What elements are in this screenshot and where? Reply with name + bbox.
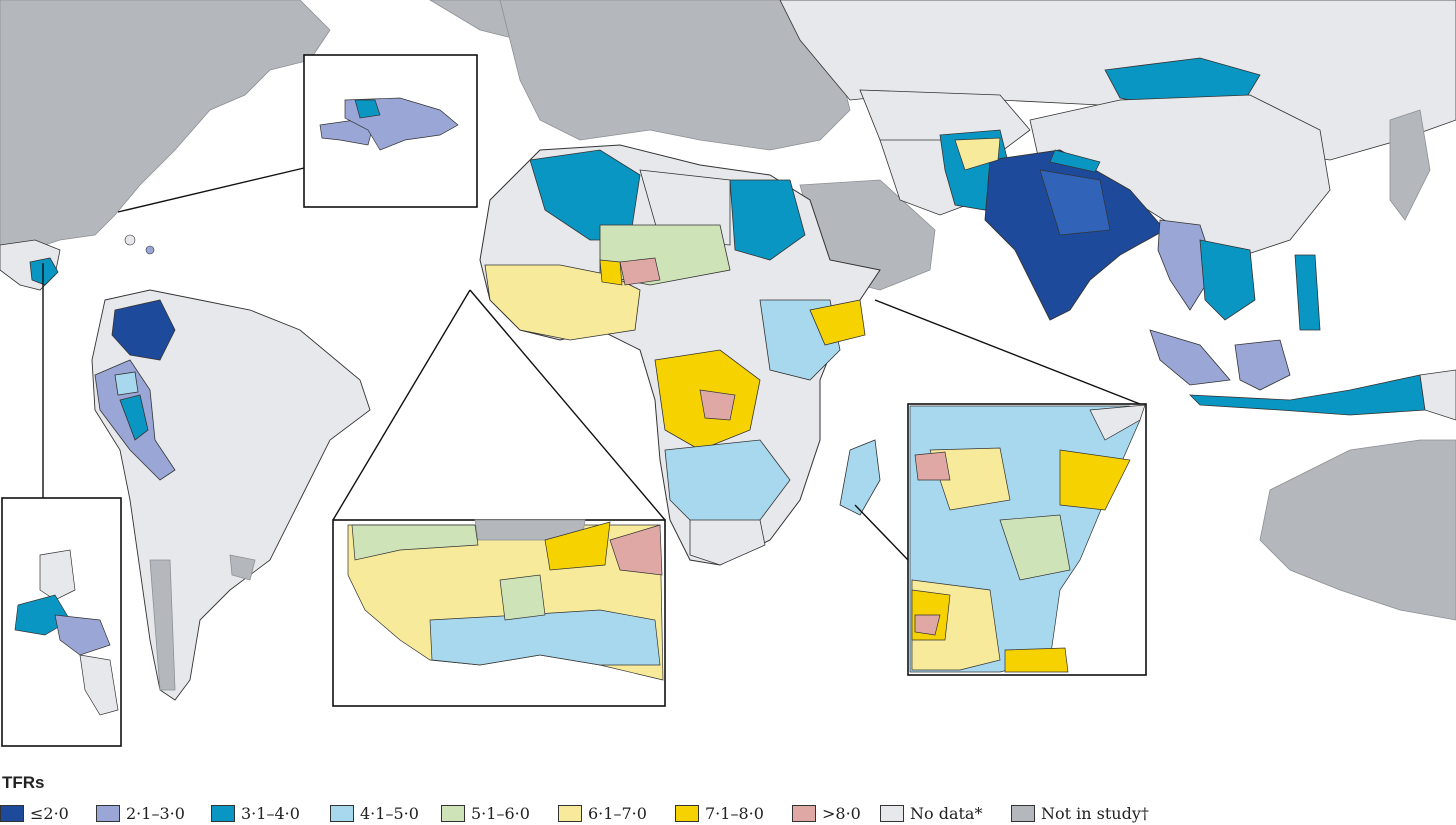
isthmus-region: [79, 654, 119, 716]
somaliland-inset-region: [1089, 404, 1146, 441]
south-africa-region: [689, 519, 766, 566]
legend-swatch: [330, 805, 354, 822]
niger-hot-region: [619, 257, 661, 286]
west-africa-region: [484, 264, 641, 341]
nepal-region: [1049, 149, 1101, 173]
hispaniola-north-region: [354, 99, 381, 119]
southern-cone-region: [149, 559, 176, 691]
sudan-inset-region: [929, 447, 1011, 511]
legend-swatch: [441, 805, 465, 822]
south-sudan-hot-region: [914, 451, 951, 481]
coast-inset-region: [429, 609, 661, 666]
ghana-inset-region: [499, 574, 546, 621]
ecuador-region: [114, 371, 139, 396]
legend-label: Not in study†: [1041, 804, 1149, 823]
inset-west-africa: [332, 519, 666, 707]
mali-hot-region: [599, 259, 623, 286]
afghanistan-region: [954, 137, 1001, 171]
legend-swatch: [558, 805, 582, 822]
inset-east-africa: [907, 403, 1147, 676]
legend-label: 5·1–6·0: [471, 804, 530, 823]
legend-label: 3·1–4·0: [241, 804, 300, 823]
caribbean-island: [124, 234, 136, 246]
legend-label: No data*: [910, 804, 983, 823]
borneo-region: [1234, 339, 1291, 391]
central-america-region: [29, 257, 59, 286]
yucatan-region: [39, 549, 76, 601]
world-map: [0, 0, 1456, 747]
india-east-region: [1039, 169, 1111, 236]
australia-region: [1259, 439, 1456, 621]
legend-title: TFRs: [2, 773, 45, 792]
chad-inset-region: [609, 524, 663, 576]
uganda-hot-region: [914, 614, 941, 636]
drc-hot-region: [699, 389, 736, 421]
colombia-region: [111, 299, 176, 361]
legend-swatch: [0, 805, 24, 822]
coast-east-inset-region: [1004, 647, 1069, 673]
legend-label: >8·0: [822, 804, 861, 823]
legend-label: 4·1–5·0: [360, 804, 419, 823]
legend-swatch: [880, 805, 904, 822]
kenya-inset-region: [999, 514, 1071, 581]
mainland-sea-region: [1199, 239, 1256, 321]
philippines-region: [1294, 254, 1321, 331]
madagascar-region: [839, 439, 881, 516]
uruguay-region: [229, 554, 256, 581]
ethiopia-region: [809, 299, 866, 346]
inset-connector-lines: [42, 167, 1141, 561]
legend: ≤2·0 2·1–3·0 3·1–4·0 4·1–5·0 5·1–6·0 6·1–7·0 7…: [0, 803, 1456, 825]
inset-central-america: [1, 497, 122, 747]
malay-region: [1149, 329, 1231, 386]
new-guinea-region: [1419, 369, 1456, 421]
caribbean-island: [145, 245, 155, 255]
legend-swatch: [792, 805, 816, 822]
legend-label: 7·1–8·0: [705, 804, 764, 823]
legend-label: 6·1–7·0: [588, 804, 647, 823]
india-region: [984, 149, 1166, 321]
inset-hispaniola: [303, 54, 478, 208]
peru-region: [119, 394, 149, 441]
legend-swatch: [675, 805, 699, 822]
legend-swatch: [211, 805, 235, 822]
niger-inset-region: [544, 521, 611, 571]
mali-inset-region: [351, 524, 479, 561]
legend-swatch: [1011, 805, 1035, 822]
legend-label: ≤2·0: [30, 804, 69, 823]
ethiopia-inset-region: [1059, 449, 1131, 511]
legend-label: 2·1–3·0: [126, 804, 185, 823]
honduras-region: [54, 614, 111, 656]
legend-swatch: [96, 805, 120, 822]
japan-region: [1389, 109, 1431, 221]
egypt-region: [729, 179, 806, 261]
